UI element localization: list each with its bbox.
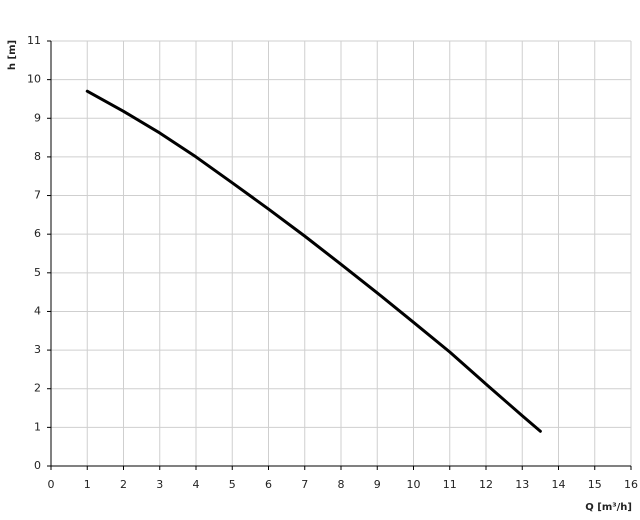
y-tick-label: 7 [34, 189, 41, 202]
y-tick-label: 9 [34, 111, 41, 124]
y-tick-label: 0 [34, 459, 41, 472]
x-tick-label: 1 [84, 478, 91, 491]
x-tick-label: 14 [552, 478, 566, 491]
y-tick-label: 3 [34, 343, 41, 356]
x-tick-label: 13 [515, 478, 529, 491]
x-tick-label: 0 [48, 478, 55, 491]
y-tick-label: 11 [27, 34, 41, 47]
y-tick-label: 5 [34, 266, 41, 279]
x-tick-label: 7 [301, 478, 308, 491]
x-tick-label: 10 [407, 478, 421, 491]
x-tick-label: 12 [479, 478, 493, 491]
x-tick-label: 15 [588, 478, 602, 491]
x-tick-label: 9 [374, 478, 381, 491]
y-tick-label: 1 [34, 420, 41, 433]
x-tick-label: 6 [265, 478, 272, 491]
x-axis-title: Q [m³/h] [585, 502, 632, 513]
x-tick-label: 2 [120, 478, 127, 491]
y-axis-title: h [m] [7, 40, 18, 70]
y-tick-label: 8 [34, 150, 41, 163]
x-tick-label: 4 [193, 478, 200, 491]
y-tick-label: 4 [34, 304, 41, 317]
x-tick-label: 3 [156, 478, 163, 491]
x-tick-label: 11 [443, 478, 457, 491]
y-tick-label: 10 [27, 73, 41, 86]
y-tick-label: 2 [34, 382, 41, 395]
x-tick-label: 8 [338, 478, 345, 491]
curve [85, 89, 542, 433]
y-tick-label: 6 [34, 227, 41, 240]
x-tick-label: 5 [229, 478, 236, 491]
x-tick-label: 16 [624, 478, 638, 491]
